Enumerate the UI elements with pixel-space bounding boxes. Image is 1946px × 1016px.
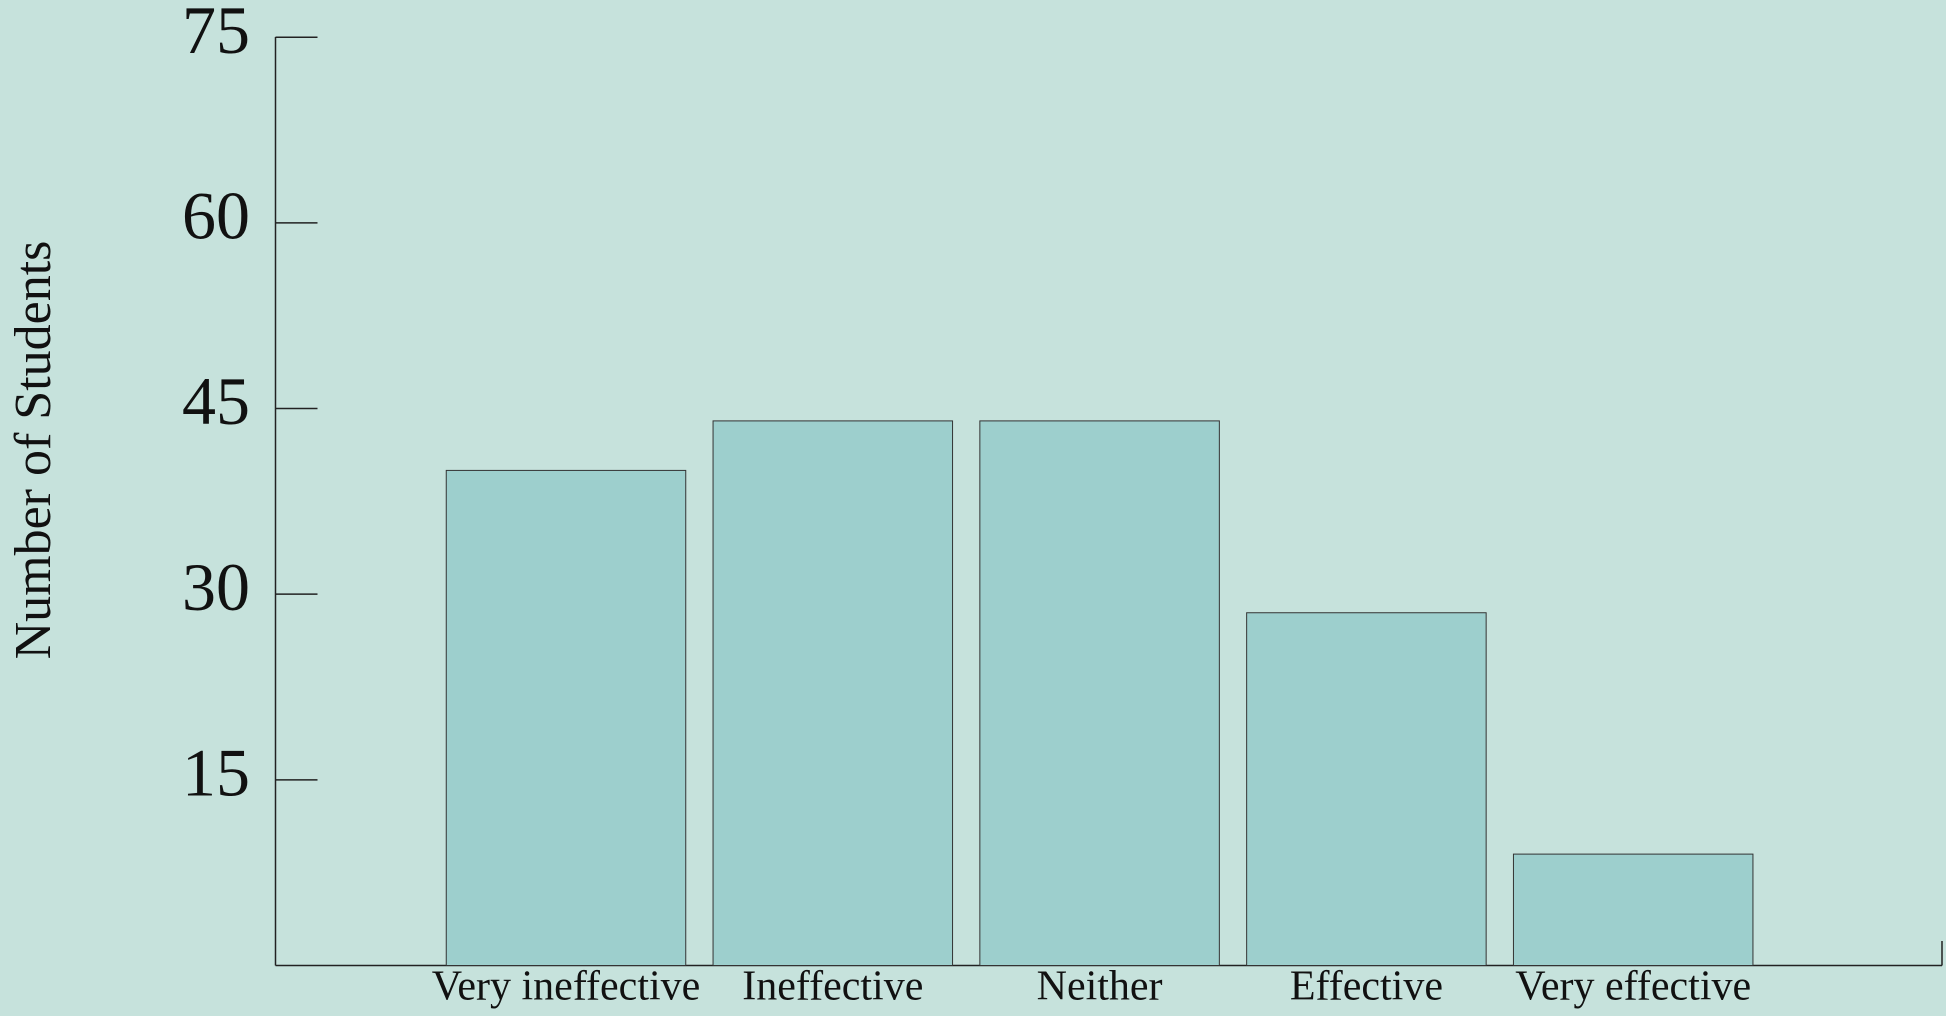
x-tick-label: Very ineffective [432,964,701,1010]
x-tick-label: Very effective [1515,964,1751,1010]
x-tick-label: Effective [1290,964,1443,1010]
y-tick-label: 75 [182,0,250,68]
bar [1512,853,1754,966]
bar [1246,612,1487,966]
y-tick-label: 60 [182,177,250,253]
bar [712,420,954,966]
x-tick-label: Neither [1037,964,1163,1010]
y-axis-label: Number of Students [5,241,62,660]
bar [445,469,687,966]
y-tick-label: 30 [182,549,250,625]
y-tick-label: 15 [182,734,250,810]
bar [979,420,1220,966]
x-tick-label: Ineffective [742,964,923,1010]
y-tick-label: 45 [182,363,250,439]
